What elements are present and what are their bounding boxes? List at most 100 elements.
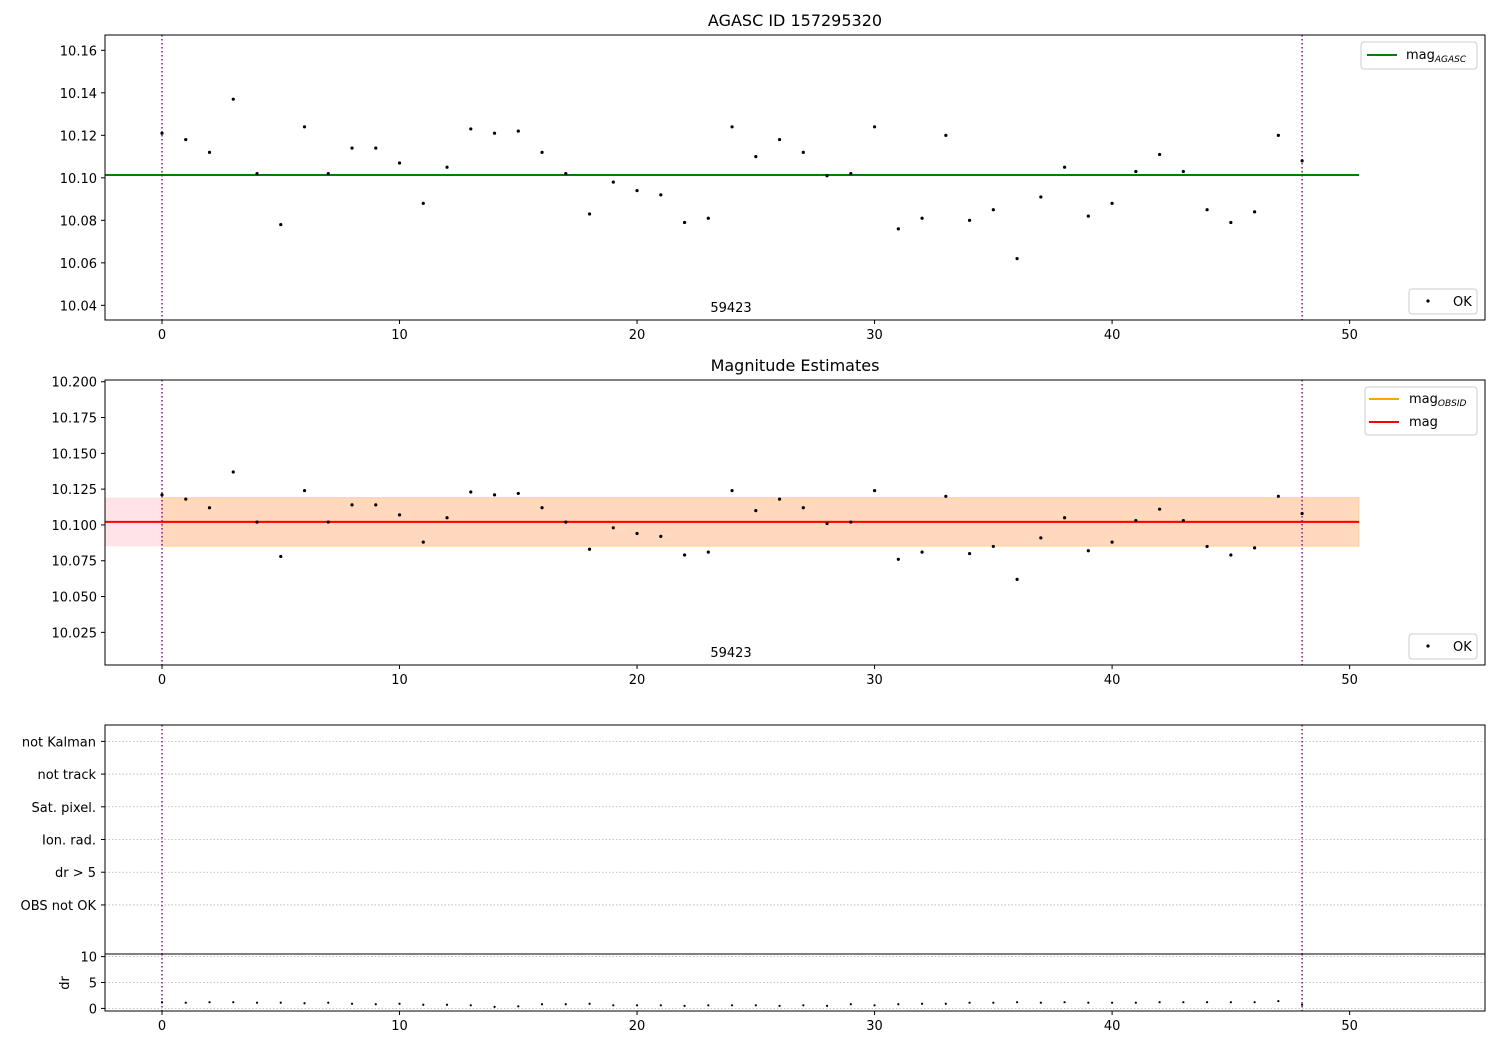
x-tick-label: 30 bbox=[866, 673, 883, 688]
data-point bbox=[1086, 214, 1090, 218]
data-point bbox=[849, 1003, 852, 1006]
x-tick-label: 0 bbox=[158, 673, 166, 688]
y-tick-label: 10.06 bbox=[60, 257, 97, 272]
legend-handle-ok bbox=[1426, 644, 1430, 648]
legend-top: magOBSID mag bbox=[1364, 386, 1478, 436]
data-point bbox=[564, 171, 568, 176]
data-point bbox=[991, 544, 995, 549]
y-tick-label: 10.08 bbox=[60, 214, 97, 229]
data-point bbox=[1253, 546, 1257, 550]
data-point bbox=[611, 526, 615, 530]
x-tick-label: 20 bbox=[629, 673, 646, 688]
data-point bbox=[564, 1003, 567, 1006]
panel-content: not Kalman not track Sat. pixel. Ion. rad. d… bbox=[21, 725, 1485, 954]
data-point bbox=[991, 208, 995, 212]
data-point bbox=[801, 150, 805, 154]
data-point bbox=[326, 171, 330, 176]
legend-label-agasc: magAGASC bbox=[1406, 48, 1467, 65]
data-point bbox=[397, 513, 402, 517]
y-tick-label: 10.10 bbox=[60, 172, 97, 187]
data-point bbox=[184, 137, 188, 142]
y-tick-label: 10.100 bbox=[52, 519, 98, 534]
legend-handle-ok bbox=[1426, 299, 1430, 303]
data-point bbox=[730, 1004, 734, 1007]
data-point bbox=[231, 470, 235, 474]
data-point bbox=[611, 180, 615, 184]
data-point bbox=[897, 1003, 900, 1006]
data-point bbox=[1181, 169, 1185, 174]
data-point bbox=[160, 493, 164, 497]
y-tick-label: 0 bbox=[89, 1002, 97, 1017]
data-point bbox=[754, 509, 758, 513]
data-point bbox=[635, 531, 639, 536]
data-point bbox=[421, 540, 425, 544]
y-axis-label: dr bbox=[58, 976, 73, 990]
y-tick-label: 10.050 bbox=[52, 591, 98, 606]
data-point bbox=[279, 222, 283, 227]
y-tick-label: 10.200 bbox=[52, 376, 98, 391]
data-point bbox=[1205, 1001, 1209, 1004]
legend-label-obsid: magOBSID bbox=[1409, 392, 1467, 409]
data-point bbox=[1039, 1001, 1042, 1004]
data-point bbox=[1110, 201, 1114, 205]
y-tick-label: 5 bbox=[89, 977, 97, 992]
data-point bbox=[1253, 1001, 1256, 1004]
data-point bbox=[635, 188, 639, 193]
data-point bbox=[1182, 1001, 1185, 1004]
data-point bbox=[872, 125, 877, 129]
data-point bbox=[920, 216, 924, 220]
y-tick-label: 10 bbox=[80, 951, 97, 966]
data-point bbox=[255, 171, 259, 176]
legend-bottom: OK bbox=[1408, 288, 1478, 315]
y-tick-label: 10.04 bbox=[60, 299, 97, 314]
data-point bbox=[326, 520, 330, 524]
data-point bbox=[398, 1002, 401, 1005]
data-point bbox=[302, 488, 307, 493]
data-point bbox=[1205, 544, 1209, 549]
data-point bbox=[849, 520, 853, 524]
data-point bbox=[445, 165, 449, 169]
data-point bbox=[659, 1004, 662, 1007]
data-point bbox=[944, 1002, 947, 1005]
date-annotation: 59423 bbox=[710, 301, 751, 316]
data-point bbox=[492, 493, 497, 497]
data-point bbox=[1276, 133, 1280, 137]
panel-flags: not Kalman not track Sat. pixel. Ion. rad. d… bbox=[21, 724, 1486, 955]
data-point bbox=[255, 520, 259, 524]
axes-frame bbox=[104, 953, 1486, 1012]
x-tick-label: 10 bbox=[391, 328, 408, 343]
data-point bbox=[706, 550, 710, 554]
data-point bbox=[967, 218, 972, 222]
data-point bbox=[587, 547, 592, 551]
y-tick-label: 10.125 bbox=[52, 483, 98, 498]
data-point bbox=[517, 1005, 520, 1008]
flag-label: not track bbox=[37, 768, 96, 783]
data-point bbox=[1063, 1001, 1066, 1004]
data-point bbox=[1015, 577, 1019, 581]
y-tick-label: 10.16 bbox=[60, 44, 97, 59]
data-point bbox=[944, 133, 948, 137]
x-tick-label: 10 bbox=[391, 1019, 408, 1034]
data-point bbox=[397, 161, 402, 165]
data-point bbox=[1253, 210, 1257, 214]
flag-label: not Kalman bbox=[22, 735, 96, 750]
data-point bbox=[1157, 507, 1162, 511]
data-point bbox=[540, 1003, 544, 1006]
data-point bbox=[992, 1001, 995, 1004]
data-point bbox=[445, 1003, 449, 1006]
data-point bbox=[374, 503, 378, 507]
data-point bbox=[207, 150, 212, 154]
data-point bbox=[303, 1002, 306, 1005]
data-point bbox=[1039, 195, 1043, 199]
flag-label: Ion. rad. bbox=[42, 834, 96, 849]
data-point bbox=[1134, 169, 1138, 174]
data-point bbox=[350, 1002, 354, 1005]
data-point bbox=[445, 516, 449, 520]
data-point bbox=[777, 137, 782, 142]
data-point bbox=[612, 1004, 615, 1007]
data-point bbox=[825, 174, 829, 178]
x-tick-label: 20 bbox=[629, 328, 646, 343]
data-point bbox=[516, 491, 520, 496]
data-point bbox=[706, 216, 710, 220]
data-point bbox=[350, 146, 354, 150]
